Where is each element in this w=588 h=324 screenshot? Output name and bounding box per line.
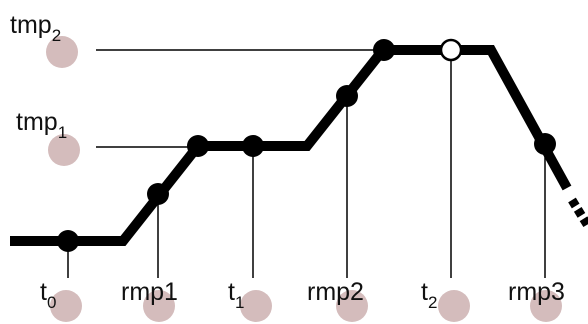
label-tmp1: tmp1 [16, 108, 67, 142]
marker-t2-open [439, 38, 463, 62]
bubble-t0 [50, 290, 82, 322]
label-rmp1: rmp1 [121, 278, 178, 306]
bubble-tmp2 [46, 36, 78, 68]
bubble-rmp2 [336, 290, 368, 322]
label-t2: t2 [421, 278, 437, 312]
marker-tmp2-start [373, 39, 395, 61]
label-tmp2: tmp2 [10, 11, 61, 45]
label-t1: t1 [228, 278, 244, 312]
marker-tmp1-start [187, 135, 209, 157]
marker-t0 [57, 230, 79, 252]
marker-rmp1 [147, 183, 169, 205]
marker-t1 [242, 135, 264, 157]
label-rmp2: rmp2 [307, 278, 364, 306]
label-rmp3: rmp3 [508, 278, 565, 306]
marker-rmp2 [336, 85, 358, 107]
profile-break-marks [568, 197, 588, 229]
bubble-t1 [240, 290, 272, 322]
bubble-rmp1 [143, 290, 175, 322]
bubble-t2 [438, 290, 470, 322]
bubble-tmp1 [48, 134, 80, 166]
temperature-profile-line [10, 45, 572, 246]
marker-rmp3 [534, 133, 556, 155]
bubble-rmp3 [530, 290, 562, 322]
label-t0: t0 [40, 278, 56, 312]
